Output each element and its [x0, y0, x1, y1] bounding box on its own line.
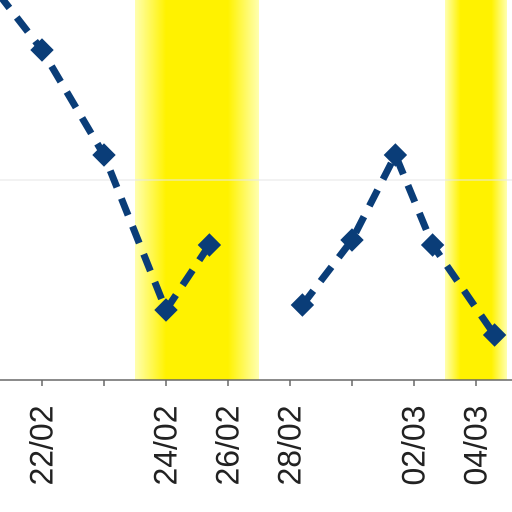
highlight-band-0 [135, 0, 259, 380]
x-axis-label: 26/02 [210, 396, 247, 496]
line-chart: 22/02 24/02 26/02 28/02 02/03 04/03 [0, 0, 512, 512]
x-axis-label: 02/03 [396, 396, 433, 496]
chart-svg [0, 0, 512, 512]
highlight-band-1 [445, 0, 507, 380]
x-axis-label: 28/02 [272, 396, 309, 496]
x-axis-label: 22/02 [24, 396, 61, 496]
x-axis-label: 04/03 [458, 396, 495, 496]
x-axis-label: 24/02 [148, 396, 185, 496]
